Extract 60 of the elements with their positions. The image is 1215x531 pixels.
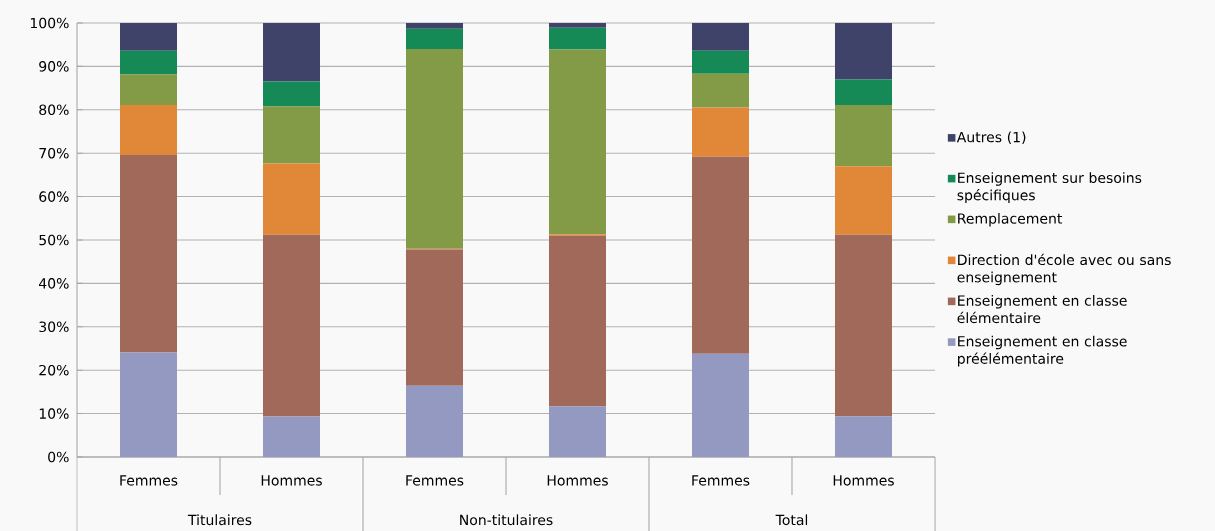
y-tick-label: 60% xyxy=(39,191,69,202)
y-tick-label: 50% xyxy=(39,234,69,246)
bar xyxy=(835,166,892,235)
bar xyxy=(406,28,463,50)
bar xyxy=(549,27,606,50)
x-tick-label: Hommes xyxy=(261,475,322,486)
bar xyxy=(263,106,321,164)
text: Titulaires xyxy=(187,514,252,526)
bar xyxy=(406,249,463,386)
bar xyxy=(263,163,321,235)
bar xyxy=(835,234,892,417)
legend-label: Enseignement en classe préélémentaire xyxy=(958,335,1127,367)
bar xyxy=(835,416,892,457)
bar xyxy=(549,49,606,235)
bar xyxy=(692,353,749,457)
x-tick-label: Femmes xyxy=(120,475,178,486)
y-tick-label: 100% xyxy=(30,17,69,29)
y-tick-label: 20% xyxy=(39,364,69,376)
bar xyxy=(692,50,749,74)
bar xyxy=(835,105,892,167)
bar xyxy=(692,73,749,108)
legend-label: Direction d'école avec ou sans enseignement xyxy=(957,253,1171,286)
legend-label: Autres (1) xyxy=(956,131,1026,144)
bar xyxy=(120,22,178,51)
y-tick-label: 10% xyxy=(39,408,69,419)
x-tick-label: Femmes xyxy=(692,475,750,486)
bar xyxy=(263,416,321,457)
y-tick-label: 30% xyxy=(39,321,69,333)
legend-label: Enseignement en classe élémentaire xyxy=(957,295,1127,324)
text: Non-titulaires xyxy=(460,514,553,526)
bar xyxy=(120,352,178,457)
bar xyxy=(549,235,606,407)
bar xyxy=(692,22,749,51)
bar xyxy=(406,22,463,29)
bar xyxy=(835,22,892,80)
bar xyxy=(549,406,606,457)
bar xyxy=(692,107,749,157)
x-tick-label: Hommes xyxy=(833,475,894,486)
bar xyxy=(263,234,321,417)
bar xyxy=(263,22,321,82)
bar xyxy=(120,74,178,106)
legend-label: Remplacement xyxy=(958,212,1063,227)
bar xyxy=(692,156,749,354)
x-tick-label: Hommes xyxy=(547,475,608,486)
y-tick-label: 90% xyxy=(39,61,69,72)
bar xyxy=(120,50,178,75)
bar xyxy=(406,385,463,457)
y-tick-label: 70% xyxy=(39,147,69,159)
bar xyxy=(549,22,606,28)
bar xyxy=(263,81,321,107)
bar xyxy=(406,49,463,249)
y-tick-label: 40% xyxy=(38,278,69,289)
x-tick-label: Femmes xyxy=(406,475,464,486)
legend-label: Enseignement sur besoins spécifiques xyxy=(957,172,1142,204)
bar xyxy=(835,79,892,106)
y-tick-label: 80% xyxy=(39,104,69,116)
text: Total xyxy=(775,514,808,526)
bar xyxy=(120,154,178,353)
bar xyxy=(120,105,178,155)
y-tick-label: 0% xyxy=(48,451,69,463)
